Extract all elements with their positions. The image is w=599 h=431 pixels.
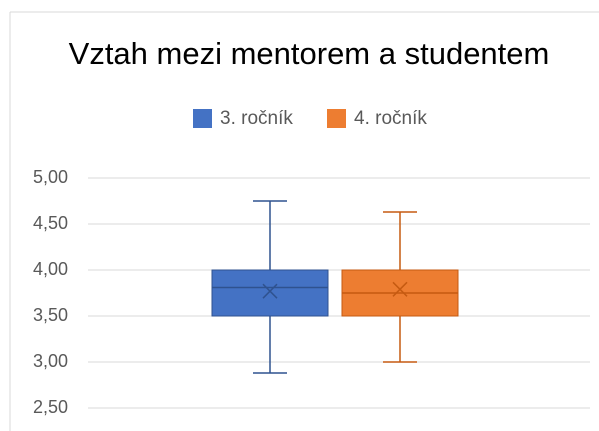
legend-swatch bbox=[193, 109, 212, 128]
legend-swatch bbox=[327, 109, 346, 128]
mean-marker bbox=[262, 283, 278, 299]
box bbox=[211, 269, 329, 317]
legend-label: 3. ročník bbox=[220, 108, 293, 129]
y-tick-label: 3,00 bbox=[33, 351, 68, 371]
y-tick-label: 5,00 bbox=[33, 167, 68, 187]
mean-marker bbox=[392, 281, 408, 297]
y-tick-label: 4,50 bbox=[33, 213, 68, 233]
y-tick-label: 4,00 bbox=[33, 259, 68, 279]
chart-title: Vztah mezi mentorem a studentem bbox=[69, 36, 550, 71]
y-tick-label: 3,50 bbox=[33, 305, 68, 325]
legend-label: 4. ročník bbox=[354, 108, 427, 129]
y-tick-label: 2,50 bbox=[33, 397, 68, 417]
